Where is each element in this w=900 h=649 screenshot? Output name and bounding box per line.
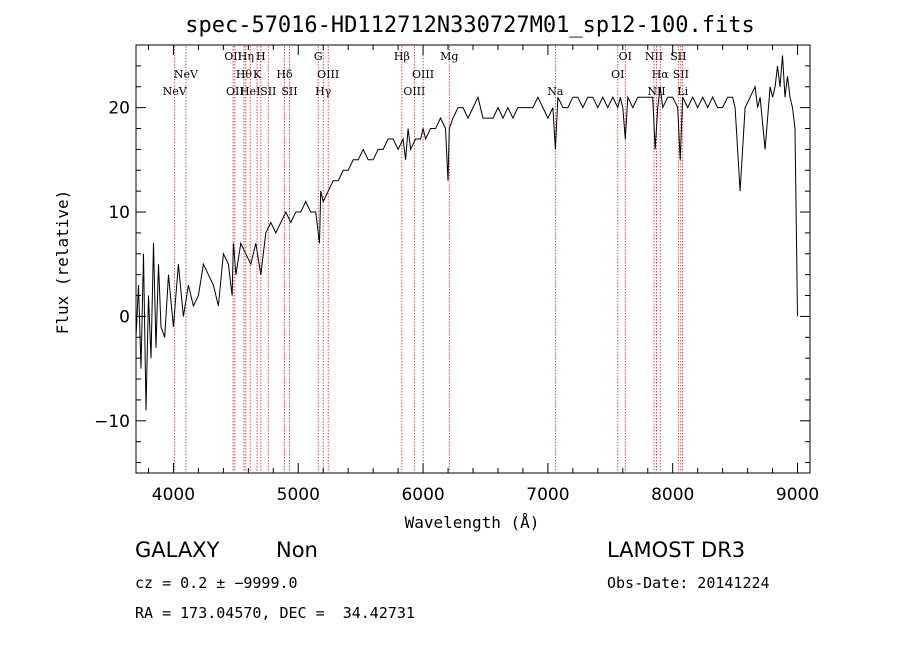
line-marker-label-15: Hβ: [394, 50, 410, 63]
line-marker-label-4: Hθ: [236, 68, 253, 81]
line-marker-label-17: OIII: [412, 68, 434, 81]
plot-frame: [135, 44, 811, 474]
line-marker-label-12: G: [314, 50, 323, 63]
x-tick-label-7000: 7000: [526, 485, 569, 505]
line-marker-label-6: HeI: [240, 85, 260, 98]
y-tick-label-10: 10: [108, 203, 130, 223]
line-marker-label-27: Li: [677, 85, 688, 98]
survey-name: LAMOST DR3: [607, 538, 746, 562]
y-tick-label-20: 20: [108, 99, 130, 119]
object-subclass: Non: [276, 538, 318, 562]
line-marker-label-20: OI: [611, 68, 624, 81]
chart-title: spec-57016-HD112712N330727M01_sp12-100.f…: [185, 13, 755, 38]
line-marker-label-10: Hδ: [276, 68, 293, 81]
x-axis-ticks: 4000 5000 6000 7000 8000 9000: [147, 45, 819, 505]
line-marker-label-9: SII: [260, 85, 276, 98]
line-marker-label-13: Hγ: [315, 85, 332, 98]
line-marker-label-5: Hη: [238, 50, 254, 63]
y-tick-label--10: −10: [94, 412, 130, 432]
line-marker-label-22: NII: [645, 50, 663, 63]
x-tick-label-4000: 4000: [152, 485, 195, 505]
line-marker-label-23: NII: [647, 85, 665, 98]
line-marker-label-3: OII: [226, 85, 244, 98]
line-marker-label-26: SII: [673, 68, 689, 81]
line-marker-label-7: K: [253, 68, 262, 81]
line-marker-label-14: OIII: [317, 68, 339, 81]
line-marker-label-16: OIII: [403, 85, 425, 98]
y-axis-label: Flux (relative): [53, 190, 72, 335]
spectrum-line: [135, 55, 798, 411]
line-marker-label-2: OII: [224, 50, 242, 63]
line-marker-label-1: NeV: [174, 68, 199, 81]
observation-date: Obs-Date: 20141224: [607, 574, 770, 592]
line-marker-label-0: NeV: [163, 85, 188, 98]
line-marker-label-21: OI: [619, 50, 632, 63]
emission-line-markers: NeVNeVOIIOIIHθHηHeIKHSIIHδSIIGHγOIIIHβOI…: [163, 46, 689, 472]
object-class: GALAXY: [135, 538, 220, 562]
line-marker-label-19: Na: [547, 85, 564, 98]
line-marker-label-18: Mg: [440, 50, 458, 63]
x-axis-label: Wavelength (Å): [405, 513, 540, 532]
x-tick-label-9000: 9000: [776, 485, 819, 505]
x-tick-label-6000: 6000: [401, 485, 444, 505]
line-marker-label-8: H: [256, 50, 266, 63]
line-marker-label-11: SII: [281, 85, 297, 98]
x-tick-label-5000: 5000: [277, 485, 320, 505]
redshift-cz: cz = 0.2 ± −9999.0: [135, 574, 298, 592]
x-tick-label-8000: 8000: [651, 485, 694, 505]
y-tick-label-0: 0: [119, 307, 130, 327]
line-marker-label-24: Hα: [652, 68, 670, 81]
y-axis-ticks: −10 0 10 20: [94, 44, 810, 464]
coordinates: RA = 173.04570, DEC = 34.42731: [135, 604, 415, 622]
